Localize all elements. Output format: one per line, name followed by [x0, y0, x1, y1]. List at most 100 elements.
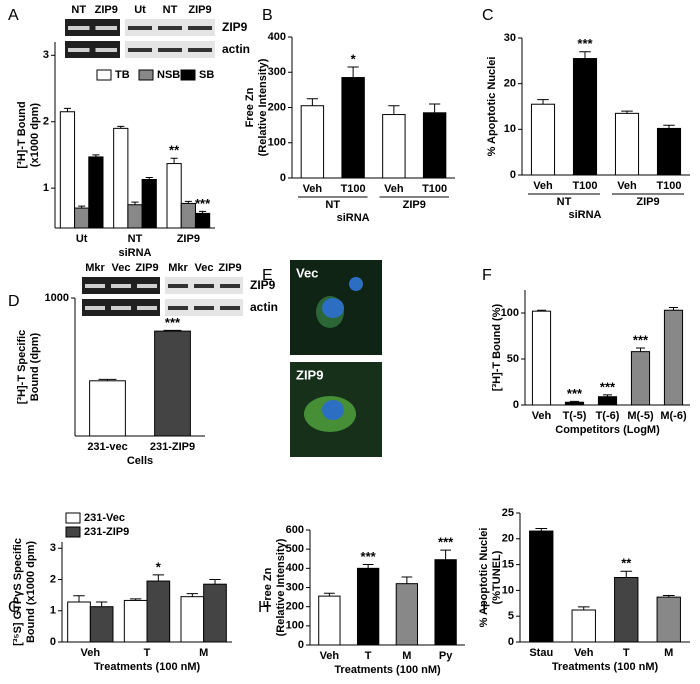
- panel-letter: F: [482, 267, 492, 284]
- band: [68, 48, 90, 52]
- y-tick-label: 200: [268, 101, 286, 113]
- y-axis-label: (x1000 dpm): [29, 103, 41, 168]
- y-tick-label: 0: [513, 399, 519, 411]
- group-label: NT: [325, 199, 340, 211]
- blot: [65, 41, 120, 58]
- bar: [146, 580, 171, 643]
- bar: [614, 112, 640, 176]
- bar: [318, 595, 341, 646]
- panel-letter: H: [258, 599, 270, 616]
- lane-label: Mkr: [168, 262, 188, 274]
- y-tick-label: 0: [50, 636, 56, 648]
- significance: **: [169, 143, 180, 158]
- bar: [529, 530, 554, 643]
- y-axis-label: (%TUNEL): [491, 550, 503, 604]
- bar: [531, 310, 552, 406]
- error-bar: [73, 595, 85, 602]
- y-tick-label: 100: [286, 620, 304, 632]
- nucleus: [322, 298, 344, 318]
- legend-label: 231-Vec: [84, 512, 125, 524]
- band: [194, 306, 214, 310]
- x-axis-label: siRNA: [118, 247, 151, 259]
- band: [220, 306, 240, 310]
- error-bar: [347, 66, 359, 78]
- y-tick-label: 3: [43, 49, 49, 61]
- y-tick-label: 30: [504, 32, 516, 44]
- x-tick-label: Veh: [532, 410, 552, 422]
- blot: [65, 19, 120, 36]
- x-tick-label: Ut: [76, 233, 88, 245]
- error-bar: [145, 177, 153, 180]
- y-tick-label: 2: [50, 573, 56, 585]
- y-tick-label: 0: [510, 169, 516, 181]
- blot-label: actin: [250, 300, 278, 314]
- bar: [356, 567, 380, 646]
- x-tick-label: Veh: [320, 650, 340, 662]
- x-tick-label: Stau: [529, 647, 553, 659]
- lane-label: Vec: [112, 262, 131, 274]
- nucleus: [349, 277, 363, 291]
- bar: [113, 127, 129, 229]
- y-tick-label: 100: [501, 307, 519, 319]
- x-tick-label: Veh: [384, 183, 404, 195]
- legend-swatch: [65, 512, 81, 524]
- lane-label: ZIP9: [95, 4, 118, 16]
- x-tick-label: M: [402, 650, 411, 662]
- bar: [89, 380, 126, 437]
- y-axis-label: % Apoptotic Nuclei: [478, 528, 490, 628]
- bar: [571, 609, 596, 643]
- error-bar: [184, 200, 192, 204]
- bar: [154, 330, 191, 437]
- error-bar: [569, 400, 580, 403]
- panel-letter: I: [482, 599, 486, 616]
- y-tick-label: 0: [298, 639, 304, 651]
- x-tick-label: T(-5): [563, 410, 587, 422]
- bar: [166, 163, 182, 229]
- x-axis-label: siRNA: [337, 212, 370, 224]
- significance: ***: [633, 332, 649, 347]
- x-tick-label: M(-6): [660, 410, 687, 422]
- error-bar: [170, 157, 178, 164]
- panel-letter: G: [8, 599, 20, 616]
- x-axis-label: Treatments (100 nM): [552, 661, 659, 673]
- lane-label: NT: [71, 4, 86, 16]
- group-label: NT: [557, 196, 572, 208]
- error-bar: [621, 110, 633, 114]
- x-tick-label: Veh: [617, 180, 637, 192]
- blot-label: ZIP9: [250, 278, 276, 292]
- x-tick-label: Veh: [574, 647, 594, 659]
- bar: [127, 204, 143, 229]
- bar: [656, 127, 682, 176]
- x-axis-label: siRNA: [568, 209, 601, 221]
- error-bar: [63, 107, 71, 112]
- band: [85, 306, 105, 310]
- x-tick-label: T: [365, 650, 372, 662]
- group-label: ZIP9: [636, 196, 659, 208]
- error-bar: [388, 105, 400, 115]
- x-tick-label: T100: [422, 183, 447, 195]
- error-bar: [635, 347, 646, 352]
- bar: [422, 112, 447, 179]
- bar: [614, 577, 639, 643]
- y-tick-label: 5: [508, 610, 514, 622]
- panel-letter: E: [262, 267, 273, 284]
- significance: ***: [361, 549, 377, 564]
- lane-label: NT: [163, 4, 178, 16]
- error-bar: [306, 98, 318, 106]
- significance: ***: [438, 535, 454, 550]
- error-bar: [92, 154, 100, 157]
- x-tick-label: 231-ZIP9: [150, 441, 195, 453]
- error-bar: [668, 306, 679, 311]
- bar: [300, 105, 325, 179]
- bar: [395, 583, 419, 646]
- lane-label: Vec: [195, 262, 214, 274]
- bar: [59, 111, 76, 229]
- x-tick-label: M: [199, 647, 208, 659]
- panel-letter: D: [8, 293, 20, 310]
- x-axis-label: Treatments (100 nM): [334, 664, 441, 676]
- y-tick-label: 600: [286, 524, 304, 536]
- y-axis-label: Bound (dpm): [29, 332, 41, 401]
- band: [168, 284, 188, 288]
- y-tick-label: 50: [507, 353, 519, 365]
- band: [128, 26, 152, 30]
